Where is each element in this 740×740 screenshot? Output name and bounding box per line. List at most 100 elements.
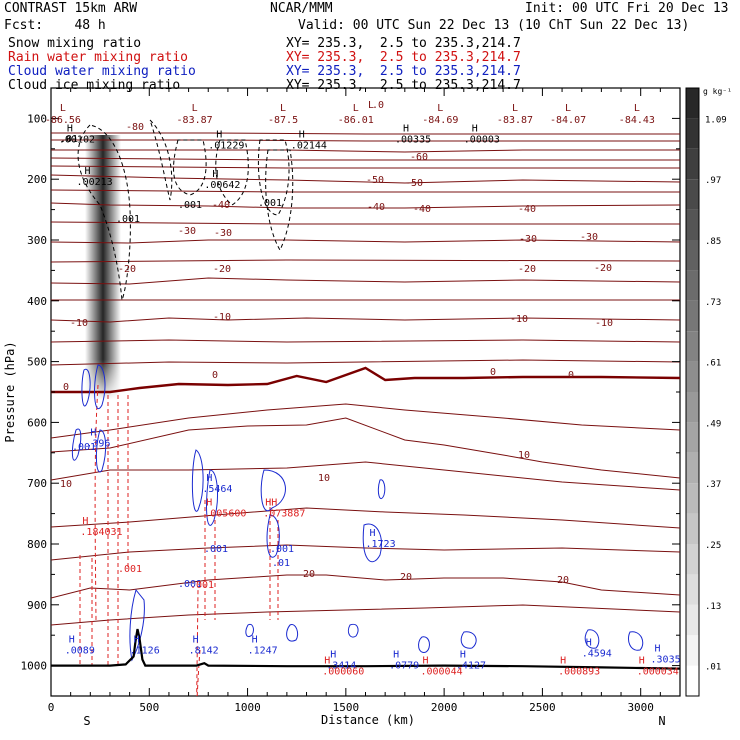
temp-min-marker: L xyxy=(512,103,518,114)
temp-min-value: -86.56 xyxy=(45,115,81,126)
colorbar-cell xyxy=(686,240,699,271)
isotherm-label: -50 xyxy=(405,178,423,189)
cloud-contour-label: .001 xyxy=(72,442,96,453)
temp-min-value: -83.87 xyxy=(177,115,213,126)
isotherm-label: -10 xyxy=(213,312,231,323)
ice-contour xyxy=(77,124,131,301)
cloud-contour-group xyxy=(71,364,644,662)
isotherm-20 xyxy=(51,574,680,599)
x-tick-label: 1500 xyxy=(333,701,360,714)
y-axis-title: Pressure (hPa) xyxy=(3,341,17,442)
x-end-label-left: S xyxy=(83,714,90,728)
ice-contour-label: .001 xyxy=(258,198,282,209)
temp-min-marker: L xyxy=(353,103,359,114)
colorbar-cell xyxy=(686,209,699,240)
cloud-max-marker: H xyxy=(69,634,75,645)
ice-contour xyxy=(149,119,173,201)
cloud-max-value: .5464 xyxy=(202,484,232,495)
cloud-contour xyxy=(266,514,280,558)
isotherm-line xyxy=(51,221,680,225)
isotherm-label: -20 xyxy=(213,264,231,275)
cloud-contour xyxy=(286,624,299,642)
ice-contour xyxy=(173,139,207,196)
ice-contour xyxy=(215,139,249,206)
field-snow-xy: XY= 235.3, 2.5 to 235.3,214.7 xyxy=(286,36,521,51)
temp-misc-label: L xyxy=(368,100,374,111)
y-tick-label: 500 xyxy=(27,356,47,369)
isotherm-line xyxy=(51,604,680,626)
isotherm-line xyxy=(51,189,680,193)
cloud-contour xyxy=(418,636,430,653)
x-tick-label: 3000 xyxy=(627,701,654,714)
cloud-contour xyxy=(94,364,106,409)
x-tick-label: 500 xyxy=(139,701,159,714)
x-tick-label: 0 xyxy=(48,701,55,714)
cloud-max-value: .0089 xyxy=(65,645,95,656)
cloud-contour xyxy=(584,629,600,649)
colorbar-label: .97 xyxy=(705,176,721,186)
cloud-max-marker: H xyxy=(330,650,336,661)
colorbar-frame xyxy=(685,87,700,697)
field-rain-xy: XY= 235.3, 2.5 to 235.3,214.7 xyxy=(286,50,521,65)
temp-min-marker: L xyxy=(437,103,443,114)
isotherm-10 xyxy=(51,417,680,479)
cloud-max-value: .3035 xyxy=(651,654,681,665)
colorbar-cell xyxy=(686,148,699,180)
y-tick-label: 200 xyxy=(27,173,47,186)
rain-max-marker: H xyxy=(422,656,428,667)
isotherm-label: 0 xyxy=(212,370,218,381)
colorbar-label: 1.09 xyxy=(705,115,727,125)
cloud-max-marker: H xyxy=(460,650,466,661)
colorbar-cell xyxy=(686,574,699,605)
isotherm-label: -20 xyxy=(518,264,536,275)
cloud-max-value: .1126 xyxy=(130,645,160,656)
rain-max-value: .000034 xyxy=(637,667,679,678)
isotherm--10 xyxy=(51,317,680,323)
isotherm-line xyxy=(51,403,680,439)
colorbar-cell xyxy=(686,604,699,636)
rain-contour-label: .001 xyxy=(190,580,214,591)
isotherm-line xyxy=(51,132,680,135)
cloud-max-marker: H xyxy=(655,643,661,654)
rain-contour-label: .001 xyxy=(118,564,142,575)
x-end-label-right: N xyxy=(658,714,665,728)
rain-max-marker: HH xyxy=(265,498,277,509)
colorbar-cell xyxy=(686,331,699,362)
isotherm-label: 10 xyxy=(518,450,530,461)
temp-min-value: -84.69 xyxy=(422,115,458,126)
isotherm--50 xyxy=(51,174,680,184)
ice-contour-label: .001 xyxy=(116,214,140,225)
ice-max-marker: H xyxy=(212,169,218,180)
ice-max-value: .00335 xyxy=(395,135,431,146)
cloud-max-value: .396 xyxy=(86,439,110,450)
isotherm-label: -10 xyxy=(510,314,528,325)
y-tick-label: 800 xyxy=(27,538,47,551)
y-tick-label: 700 xyxy=(27,477,47,490)
cloud-contour xyxy=(377,479,386,500)
isotherm-label: -40 xyxy=(518,204,536,215)
isotherm-line xyxy=(51,259,680,263)
cloud-contour xyxy=(460,631,477,649)
cloud-contour xyxy=(347,623,359,638)
isotherm--60 xyxy=(51,149,680,153)
rain-max-marker: H xyxy=(560,656,566,667)
field-snow-name: Snow mixing ratio xyxy=(8,36,142,51)
colorbar-cell xyxy=(686,513,699,544)
isotherm-line xyxy=(51,359,680,366)
center-name: NCAR/MMM xyxy=(270,1,333,16)
cloud-max-value: .0779 xyxy=(389,661,419,672)
cloud-contour xyxy=(260,469,286,512)
temp-min-value: -84.07 xyxy=(550,115,586,126)
rain-max-marker: H xyxy=(206,498,212,509)
colorbar-label: .61 xyxy=(705,359,721,369)
temp-min-value: -84.43 xyxy=(619,115,655,126)
colorbar-label: .49 xyxy=(705,419,721,429)
ice-max-value: .00213 xyxy=(77,177,113,188)
cloud-contour-label: .001 xyxy=(270,544,294,555)
isotherm--40 xyxy=(51,202,680,209)
ice-contour xyxy=(257,139,290,216)
cloud-contour-label: .001 xyxy=(178,579,202,590)
x-tick-label: 2000 xyxy=(431,701,458,714)
rain-max-marker: H xyxy=(639,656,645,667)
